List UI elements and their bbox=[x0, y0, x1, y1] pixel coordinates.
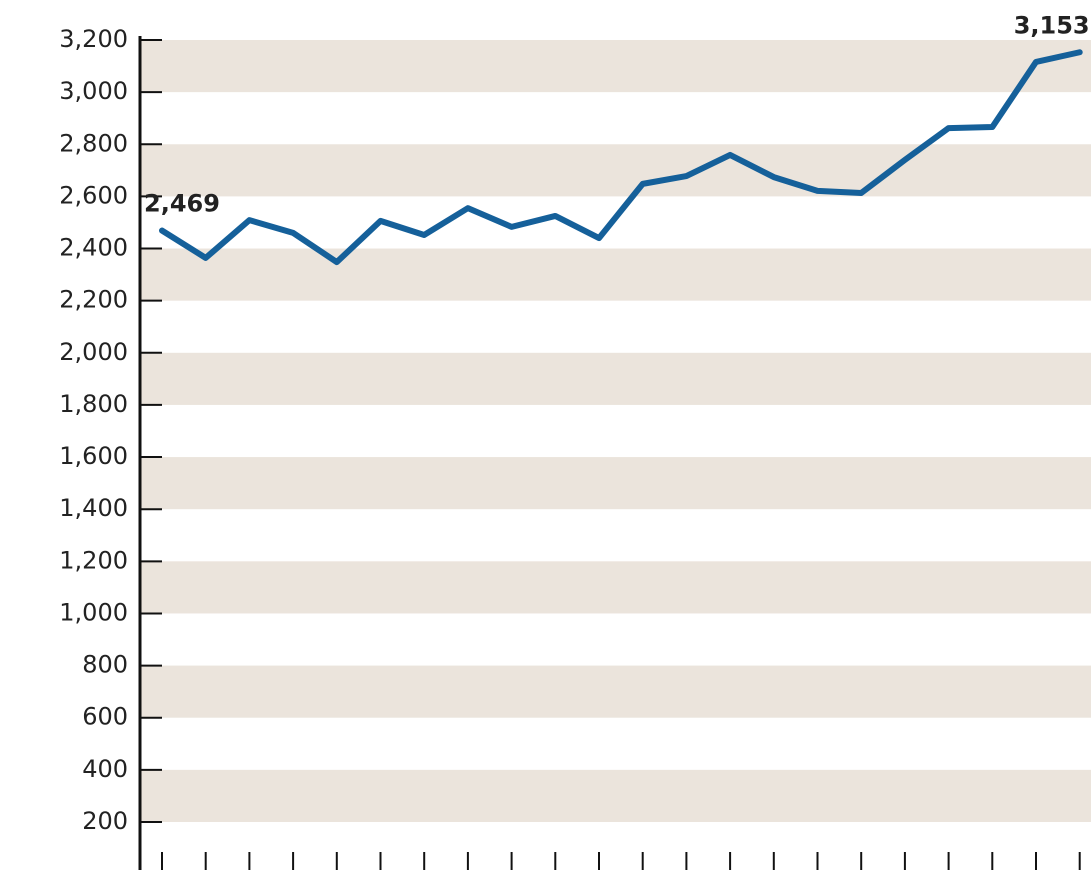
y-tick-label: 2,200 bbox=[59, 286, 128, 314]
grid-band bbox=[140, 665, 1091, 718]
y-tick-label: 1,400 bbox=[59, 494, 128, 522]
grid-band bbox=[140, 561, 1091, 614]
y-tick-label: 1,000 bbox=[59, 598, 128, 626]
y-tick-label: 2,400 bbox=[59, 234, 128, 262]
plot: 200 400 600 800 1,000 1,200 1,400 1,600 1,800 2,0… bbox=[59, 11, 1090, 870]
grid-band bbox=[140, 40, 1091, 93]
y-tick-label: 2,800 bbox=[59, 129, 128, 157]
y-tick-label: 800 bbox=[82, 651, 128, 679]
y-tick-label: 600 bbox=[82, 703, 128, 731]
data-label: 2,469 bbox=[144, 190, 220, 218]
y-tick-label: 1,800 bbox=[59, 390, 128, 418]
data-label: 3,153 bbox=[1014, 11, 1090, 39]
y-tick-label: 200 bbox=[82, 807, 128, 835]
y-tick-label: 3,000 bbox=[59, 77, 128, 105]
grid-band bbox=[140, 769, 1091, 822]
y-tick-label: 1,200 bbox=[59, 546, 128, 574]
y-tick-label: 3,200 bbox=[59, 25, 128, 53]
series-line bbox=[159, 49, 1083, 266]
grid-band bbox=[140, 457, 1091, 510]
grid-band bbox=[140, 248, 1091, 301]
y-tick-label: 2,600 bbox=[59, 181, 128, 209]
y-tick-label: 400 bbox=[82, 755, 128, 783]
grid-band bbox=[140, 352, 1091, 405]
y-tick-label: 2,000 bbox=[59, 338, 128, 366]
bands bbox=[140, 40, 1091, 822]
grid-band bbox=[140, 144, 1091, 197]
y-tick-label: 1,600 bbox=[59, 442, 128, 470]
